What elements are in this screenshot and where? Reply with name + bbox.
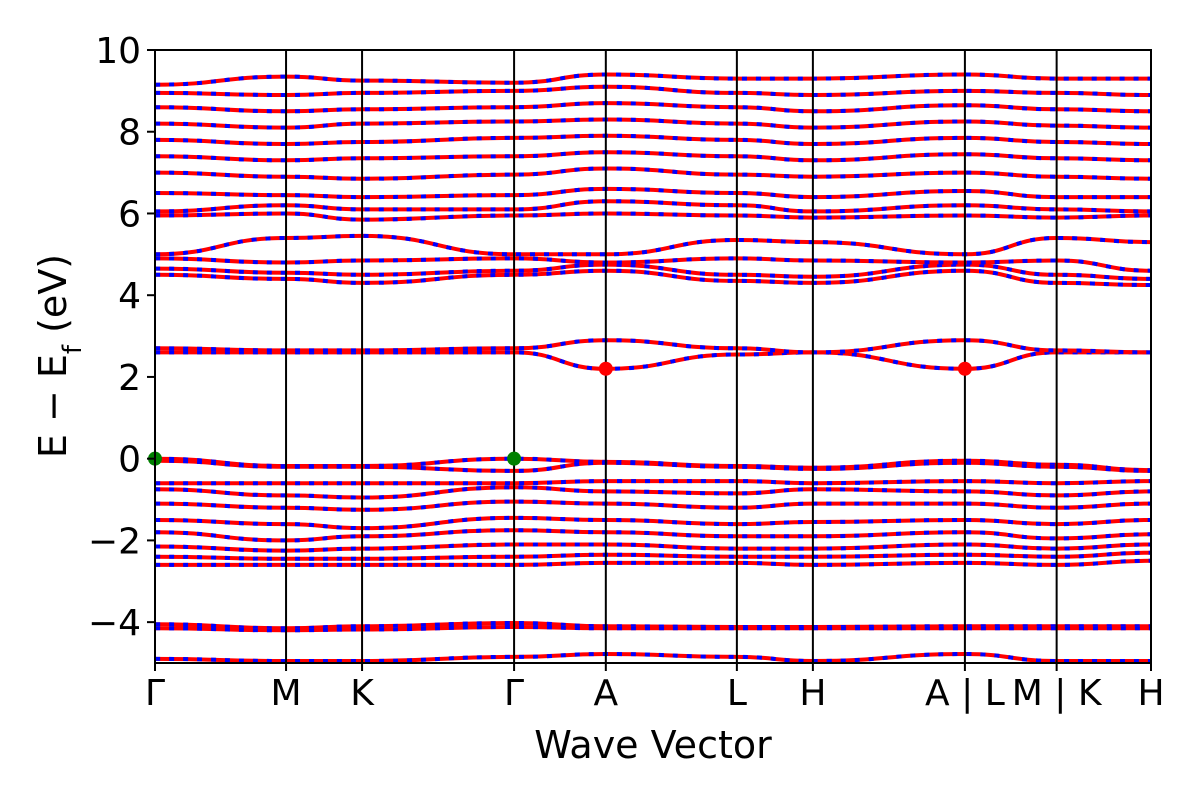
band-line-dashed bbox=[155, 624, 1151, 633]
band-line-dashed bbox=[155, 233, 1151, 257]
band-line-dashed bbox=[155, 458, 1151, 473]
y-tick-label: 0 bbox=[118, 440, 141, 481]
band-line-dashed bbox=[155, 558, 1151, 567]
vbm-marker bbox=[507, 451, 522, 466]
y-axis-label-sub: f bbox=[58, 344, 88, 354]
x-tick-label: M bbox=[271, 673, 302, 714]
x-tick-label: A | L bbox=[925, 673, 1005, 714]
y-tick-label: −2 bbox=[88, 521, 141, 562]
band-line-dashed bbox=[155, 268, 1151, 287]
y-axis-ticks: −4 −2 0 2 4 6 8 10 bbox=[88, 31, 155, 644]
y-tick-label: 6 bbox=[118, 194, 141, 235]
cbm-marker bbox=[598, 361, 613, 376]
band-line-dashed bbox=[155, 186, 1151, 200]
band-line bbox=[155, 101, 1151, 114]
band-line-dashed bbox=[155, 499, 1151, 512]
band-line bbox=[155, 458, 1151, 473]
band-line bbox=[155, 515, 1151, 531]
band-line-dashed bbox=[155, 211, 1151, 222]
bands-layer bbox=[155, 72, 1151, 663]
band-line bbox=[155, 84, 1151, 98]
band-line bbox=[155, 186, 1151, 200]
band-line bbox=[155, 211, 1151, 222]
band-line bbox=[155, 233, 1151, 257]
band-line bbox=[155, 338, 1151, 355]
band-line-dashed bbox=[155, 485, 1151, 500]
band-line bbox=[155, 542, 1151, 553]
band-line-dashed bbox=[155, 550, 1151, 561]
x-tick-label: M | K bbox=[1012, 673, 1103, 714]
band-line bbox=[155, 651, 1151, 663]
y-axis-label: E − Ef (eV) bbox=[31, 254, 88, 458]
band-line bbox=[155, 150, 1151, 163]
band-line bbox=[155, 350, 1151, 371]
band-line bbox=[155, 133, 1151, 147]
x-tick-label: A bbox=[594, 673, 619, 714]
y-tick-label: 4 bbox=[118, 276, 141, 317]
band-line-dashed bbox=[155, 166, 1151, 181]
x-tick-label: Γ bbox=[145, 673, 165, 714]
band-line bbox=[155, 528, 1151, 543]
x-tick-label: H bbox=[799, 673, 826, 714]
band-line-dashed bbox=[155, 101, 1151, 114]
band-edge-markers bbox=[148, 361, 972, 466]
band-line-dashed bbox=[155, 117, 1151, 130]
band-line-dashed bbox=[155, 515, 1151, 531]
y-tick-label: −4 bbox=[88, 603, 141, 644]
y-axis-label-tail: (eV) bbox=[31, 254, 75, 345]
band-line-dashed bbox=[155, 84, 1151, 98]
band-line bbox=[155, 117, 1151, 130]
x-axis-label: Wave Vector bbox=[534, 723, 772, 767]
band-line bbox=[155, 199, 1151, 214]
x-tick-label: L bbox=[727, 673, 747, 714]
band-line-dashed bbox=[155, 338, 1151, 355]
band-line-dashed bbox=[155, 133, 1151, 147]
y-axis-label-main: E − E bbox=[31, 354, 75, 458]
band-line bbox=[155, 485, 1151, 500]
y-tick-label: 2 bbox=[118, 358, 141, 399]
y-tick-label: 10 bbox=[95, 31, 141, 72]
band-line bbox=[155, 550, 1151, 561]
x-tick-label: K bbox=[350, 673, 375, 714]
band-line-dashed bbox=[155, 72, 1151, 87]
band-line bbox=[155, 479, 1151, 486]
x-tick-label: Γ bbox=[504, 673, 524, 714]
band-line-dashed bbox=[155, 262, 1151, 281]
band-line bbox=[155, 558, 1151, 567]
y-tick-label: 8 bbox=[118, 113, 141, 154]
band-line-dashed bbox=[155, 256, 1151, 273]
band-line-dashed bbox=[155, 528, 1151, 543]
band-line bbox=[155, 499, 1151, 512]
band-line-dashed bbox=[155, 150, 1151, 163]
band-line-dashed bbox=[155, 542, 1151, 553]
band-line bbox=[155, 72, 1151, 87]
x-tick-label: H bbox=[1137, 673, 1164, 714]
band-line-dashed bbox=[155, 651, 1151, 663]
band-line bbox=[155, 166, 1151, 181]
kpoint-lines bbox=[285, 50, 1058, 663]
plot-frame bbox=[154, 49, 1152, 664]
band-line-dashed bbox=[155, 199, 1151, 214]
band-line-dashed bbox=[155, 479, 1151, 486]
cbm-marker bbox=[957, 361, 972, 376]
